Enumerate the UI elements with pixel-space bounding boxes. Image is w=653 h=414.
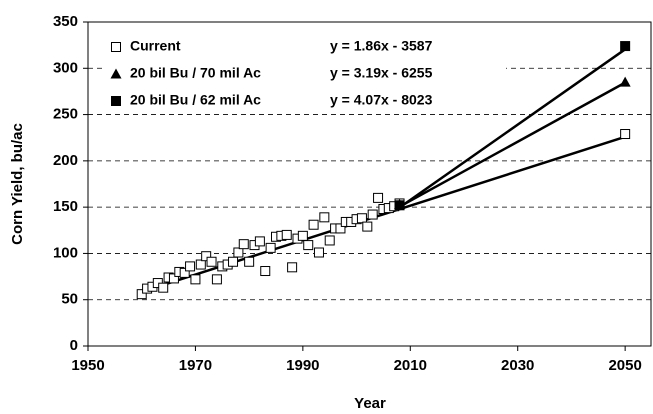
data-point <box>195 259 206 270</box>
trendline <box>398 48 626 209</box>
legend-bg <box>106 64 506 84</box>
legend-marker <box>111 96 121 106</box>
data-point <box>297 230 308 241</box>
data-point <box>303 240 314 251</box>
legend-bg <box>106 37 506 57</box>
x-tick-label: 2010 <box>394 357 427 374</box>
y-tick-label: 150 <box>53 198 78 215</box>
data-point <box>158 282 169 293</box>
trend-equation: y = 3.19x - 6255 <box>330 65 433 81</box>
legend-marker <box>111 42 121 52</box>
y-tick-label: 250 <box>53 106 78 123</box>
data-point <box>265 242 276 253</box>
data-point <box>356 213 367 224</box>
data-point <box>228 256 239 267</box>
y-tick-label: 300 <box>53 59 78 76</box>
data-point <box>335 223 346 234</box>
y-tick-label: 200 <box>53 152 78 169</box>
x-tick-label: 1950 <box>71 357 104 374</box>
y-tick-label: 350 <box>53 13 78 30</box>
x-axis-title: Year <box>354 395 386 412</box>
data-point <box>260 266 271 277</box>
x-tick-label: 2050 <box>608 357 641 374</box>
data-point <box>211 274 222 285</box>
data-point <box>179 267 190 278</box>
x-tick-label: 1970 <box>179 357 212 374</box>
data-point <box>287 262 298 273</box>
data-point <box>620 129 631 140</box>
data-point <box>324 235 335 246</box>
y-axis-title: Corn Yield, bu/ac <box>9 123 26 245</box>
data-point <box>206 256 217 267</box>
data-point <box>308 219 319 230</box>
x-tick-label: 2030 <box>501 357 534 374</box>
data-point <box>185 261 196 272</box>
data-point <box>619 76 631 87</box>
legend-label: 20 bil Bu / 62 mil Ac <box>130 92 261 108</box>
y-tick-label: 50 <box>61 291 78 308</box>
data-point <box>233 247 244 258</box>
data-point <box>201 251 212 262</box>
data-point <box>373 192 384 203</box>
legend-bg <box>106 91 506 111</box>
data-point <box>367 209 378 220</box>
y-tick-label: 100 <box>53 244 78 261</box>
data-point <box>168 273 179 284</box>
y-tick-label: 0 <box>70 337 78 354</box>
data-point <box>254 236 265 247</box>
legend-marker <box>110 68 122 79</box>
data-point <box>394 200 405 211</box>
trendline <box>398 81 626 208</box>
legend-label: 20 bil Bu / 70 mil Ac <box>130 65 261 81</box>
data-point <box>190 274 201 285</box>
data-point <box>281 229 292 240</box>
data-point <box>136 289 147 300</box>
data-point <box>313 247 324 258</box>
data-point <box>620 41 631 52</box>
data-point <box>362 221 373 232</box>
data-point <box>244 256 255 267</box>
x-tick-label: 1990 <box>286 357 319 374</box>
trend-equation: y = 1.86x - 3587 <box>330 38 433 54</box>
legend-label: Current <box>130 38 181 54</box>
trend-equation: y = 4.07x - 8023 <box>330 92 433 108</box>
data-point <box>238 239 249 250</box>
data-point <box>319 212 330 223</box>
